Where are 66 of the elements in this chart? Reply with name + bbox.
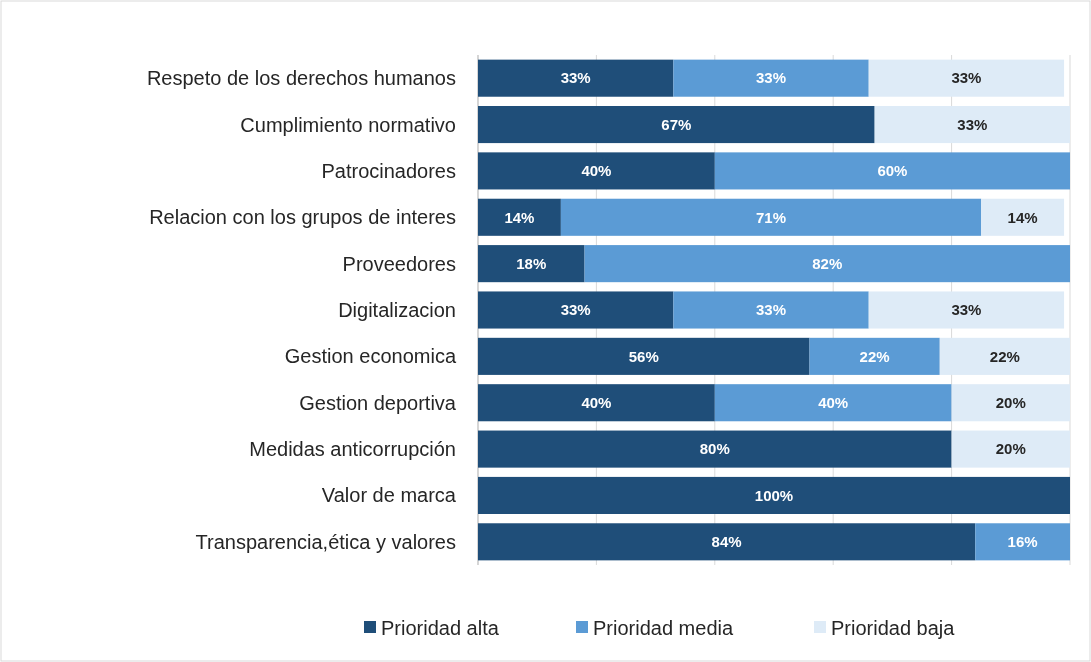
y-tick-label: Medidas anticorrupción (249, 438, 456, 461)
y-tick-label: Gestion deportiva (299, 391, 457, 414)
bar (809, 337, 940, 375)
bar (478, 476, 1070, 514)
data-label: 14% (504, 208, 535, 226)
bar (673, 291, 869, 329)
bar (868, 291, 1065, 329)
y-tick-label: Relacion con los grupos de interes (149, 206, 456, 229)
data-label: 100% (754, 486, 794, 504)
y-tick-label: Gestion economica (284, 345, 457, 368)
data-label: 84% (711, 533, 742, 551)
data-label: 40% (581, 393, 612, 411)
data-label: 18% (516, 254, 547, 272)
bar (478, 152, 715, 190)
data-label: 33% (560, 69, 591, 87)
bar (478, 384, 715, 422)
data-label: 16% (1007, 533, 1038, 551)
data-label: 14% (1007, 208, 1038, 226)
y-tick-label: Transparencia,ética y valores (195, 530, 456, 553)
bar (478, 430, 952, 468)
data-label: 33% (951, 301, 982, 319)
data-label: 56% (628, 347, 659, 365)
data-label: 67% (661, 115, 692, 133)
bar (478, 337, 810, 375)
bar (714, 384, 952, 422)
y-tick-label: Respeto de los derechos humanos (146, 67, 456, 90)
data-label: 71% (756, 208, 787, 226)
data-label: 22% (859, 347, 890, 365)
bar (478, 59, 674, 97)
bar (975, 523, 1070, 561)
y-tick-label: Patrocinadores (321, 159, 456, 182)
y-tick-label: Digitalizacion (338, 299, 456, 321)
bar (478, 291, 674, 329)
data-label: 33% (756, 69, 787, 87)
legend-label: Prioridad media (593, 617, 734, 639)
data-label: 40% (581, 162, 612, 180)
bar (478, 198, 561, 236)
y-tick-label: Cumplimiento normativo (240, 113, 456, 136)
bar (981, 198, 1065, 236)
data-label: 33% (756, 301, 787, 319)
bar (951, 430, 1070, 468)
data-label: 20% (995, 440, 1026, 458)
bar (478, 523, 976, 561)
legend-label: Prioridad alta (381, 617, 500, 639)
bar (714, 152, 1070, 190)
y-tick-label: Valor de marca (321, 484, 457, 507)
bar (868, 59, 1065, 97)
legend-label: Prioridad baja (831, 617, 956, 639)
bar (478, 245, 585, 283)
data-label: 33% (957, 115, 988, 133)
data-label: 20% (995, 393, 1026, 411)
y-tick-label: Proveedores (342, 252, 456, 275)
bar (560, 198, 982, 236)
bar (939, 337, 1070, 375)
data-label: 33% (560, 301, 591, 319)
data-label: 60% (877, 162, 908, 180)
data-label: 82% (812, 254, 843, 272)
bar (584, 245, 1070, 283)
data-label: 33% (951, 69, 982, 87)
bar (874, 106, 1070, 144)
data-label: 22% (989, 347, 1020, 365)
bar (673, 59, 869, 97)
data-label: 80% (699, 440, 730, 458)
bar (951, 384, 1070, 422)
bar (478, 106, 875, 144)
data-label: 40% (818, 393, 849, 411)
